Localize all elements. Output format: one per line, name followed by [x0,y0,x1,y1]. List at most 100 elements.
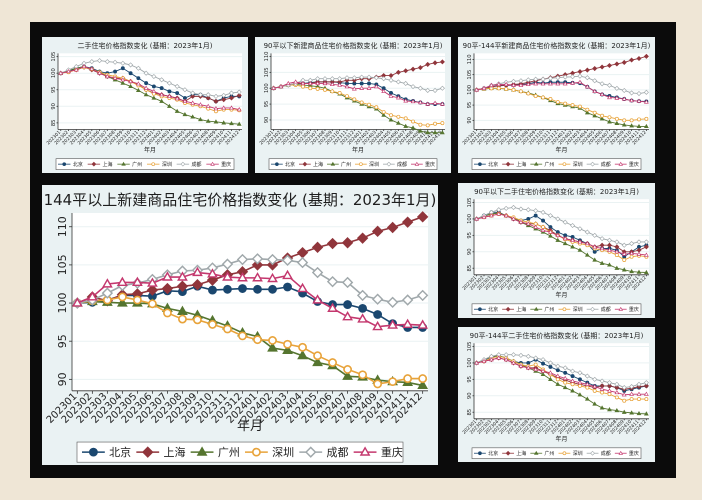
data-point [584,373,590,379]
legend-label: 广州 [132,161,142,168]
data-point [614,408,620,413]
data-point [97,70,102,75]
data-point [577,383,582,388]
data-point [282,344,293,354]
data-point [548,233,553,238]
data-point [511,216,516,221]
x-axis-label: 年月 [237,419,263,434]
data-point [621,96,627,101]
data-point [481,214,487,219]
data-point [166,80,172,86]
y-tick-label: 100 [467,214,473,224]
data-point [614,95,620,100]
data-point [518,206,524,212]
data-point [496,86,501,91]
y-tick-label: 90 [467,117,473,124]
data-point [58,70,64,75]
data-point [132,295,142,305]
legend-label: 广州 [218,446,240,459]
data-point [159,86,164,91]
legend [268,158,438,170]
data-point [643,99,649,104]
data-point [599,116,605,121]
data-point [540,209,546,215]
y-tick-label: 90 [56,372,69,386]
data-point [374,105,379,110]
data-point [182,87,188,93]
data-point [329,81,335,87]
data-point [526,91,531,96]
data-point [636,391,642,396]
chart-svg: 90平-144平新建商品住宅价格指数变化 (基期：2023年1月) 90 95 100… [461,41,651,170]
data-point [371,293,384,305]
data-point [592,384,598,389]
y-tick-label: 95 [467,376,473,383]
y-tick-label: 85 [467,265,473,272]
data-point [614,244,620,250]
data-point [120,77,126,82]
data-point [621,409,627,414]
data-point [159,77,165,83]
data-point [104,73,110,79]
data-point [341,237,354,249]
legend-item: 北京 [271,161,295,168]
legend-marker [62,162,67,166]
data-point [614,381,620,387]
data-point [636,55,642,62]
legend-item: 深圳 [245,446,294,459]
data-point [315,80,321,86]
data-point [540,357,546,363]
data-point [599,260,605,265]
data-point [629,57,635,63]
data-point [622,398,627,403]
chart-svg: 90平-144平二手住宅价格指数变化 (基期：2023年1月) 85 90 95 100… [461,331,649,459]
data-point [221,120,227,125]
data-point [206,274,219,286]
data-point [592,376,598,382]
data-point [548,370,553,375]
data-point [577,247,583,252]
data-point [238,284,247,293]
legend-label: 广州 [544,161,554,168]
legend-item: 成都 [176,161,202,168]
data-point [547,213,553,219]
data-point [577,104,582,109]
legend-marker [386,161,392,167]
data-point [101,287,114,299]
data-point [614,395,619,400]
data-point [562,219,568,225]
chart-new-under-90: 90平以下新建商品住宅价格指数变化 (基期：2023年1月) 90 95 100 105… [255,37,451,173]
data-point [367,81,371,86]
legend-label: 成都 [192,161,202,168]
data-point [341,276,354,289]
data-point [540,368,546,373]
data-point [541,361,546,366]
data-point [644,116,649,121]
data-point [417,65,423,71]
data-point [315,76,321,82]
data-point [344,77,350,83]
data-point [562,385,568,390]
data-point [643,391,649,396]
y-tick-label: 100 [467,85,473,95]
data-point [577,226,583,232]
data-point [577,73,583,79]
data-point [144,81,149,86]
data-point [417,128,423,133]
data-point [298,342,307,352]
data-point [344,84,350,89]
data-point [296,256,309,269]
data-point [312,356,323,367]
legend-marker [180,161,186,167]
legend-label: 重庆 [629,161,639,168]
data-point [208,285,217,295]
data-point [439,130,445,135]
data-point [330,89,335,94]
data-point [577,79,583,84]
data-point [636,239,642,245]
data-point [372,320,384,331]
data-point [401,294,414,306]
data-point [403,98,409,103]
data-point [511,360,516,365]
data-point [584,381,590,386]
